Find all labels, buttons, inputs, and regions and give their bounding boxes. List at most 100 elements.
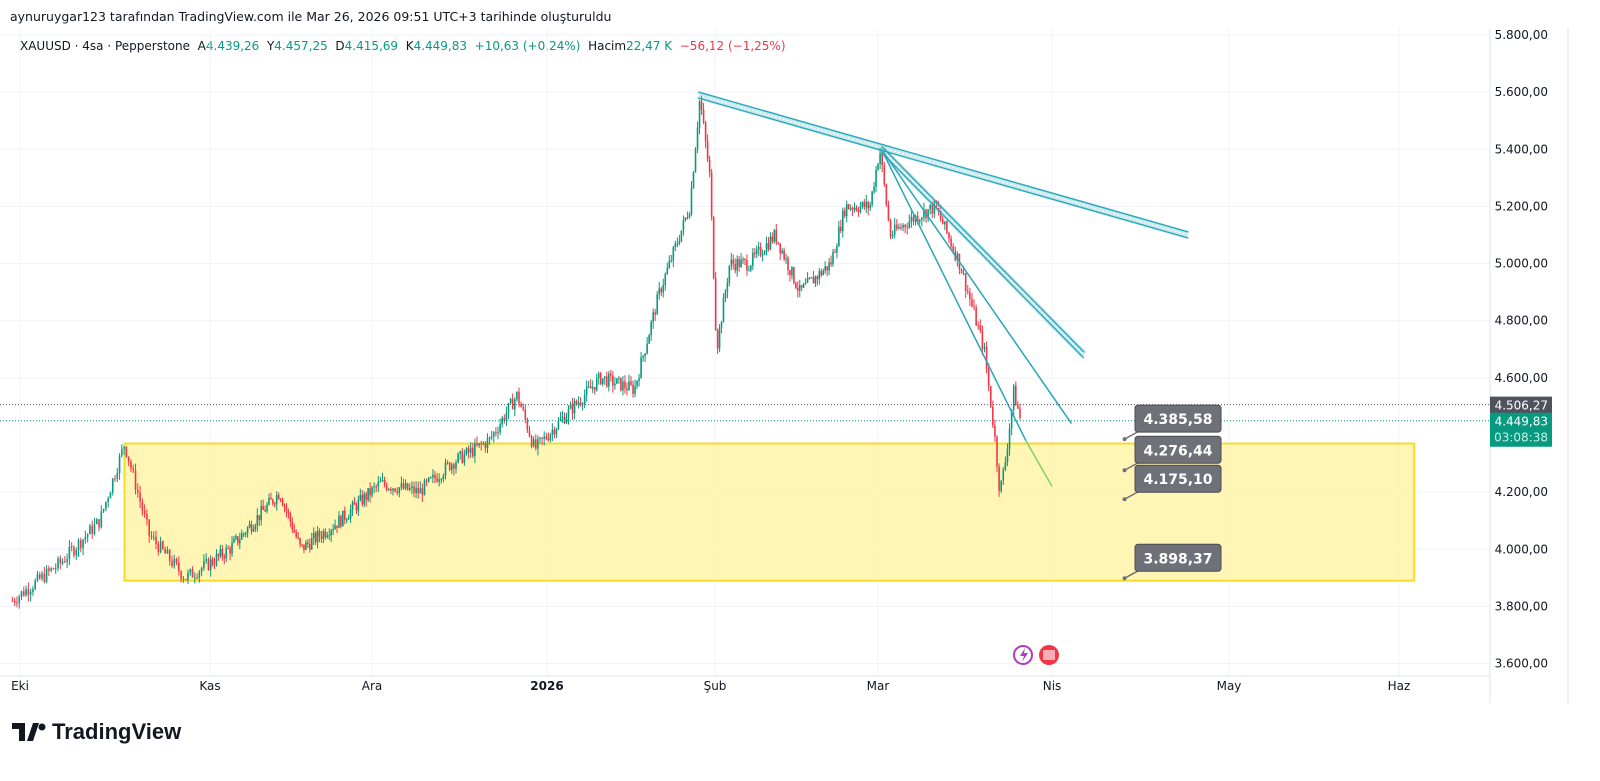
candle-body <box>264 509 266 512</box>
candle-body <box>873 186 875 192</box>
candle-body <box>343 510 346 520</box>
candle-body <box>490 436 493 438</box>
candle-body <box>989 386 992 407</box>
candle-body <box>828 262 830 271</box>
candle-body <box>357 499 360 511</box>
candle-body <box>1019 408 1021 418</box>
candle-body <box>310 538 313 550</box>
candle-body <box>851 208 854 210</box>
candle-body <box>975 307 977 326</box>
candle-body <box>885 184 888 205</box>
candle-body <box>383 479 386 485</box>
y-tick-label: 4.600,00 <box>1495 371 1548 385</box>
candle-body <box>242 533 245 535</box>
symbol-info[interactable]: XAUUSD · 4sa · Pepperstone <box>20 39 191 53</box>
y-tick-label: 5.600,00 <box>1495 85 1548 99</box>
candle-body <box>1004 462 1007 470</box>
candle-body <box>646 343 648 354</box>
candle-body <box>430 477 432 479</box>
trendline <box>880 148 1027 442</box>
candle-body <box>130 461 132 469</box>
candle-body <box>217 554 220 556</box>
candle-body <box>964 273 967 291</box>
candle-body <box>804 282 807 285</box>
candle-body <box>275 494 278 504</box>
candle-body <box>404 483 407 489</box>
candle-body <box>887 204 890 221</box>
candle-body <box>698 101 701 128</box>
candle-body <box>736 259 738 271</box>
candle-body <box>254 525 257 530</box>
candle-body <box>152 536 155 538</box>
candle-body <box>684 217 687 220</box>
candle-body <box>910 216 913 222</box>
candle-body <box>929 204 931 210</box>
y-tick-label: 4.000,00 <box>1495 542 1548 556</box>
candle-body <box>499 424 501 433</box>
candle-body <box>13 600 16 603</box>
volume-change: −56,12 (−1,25%) <box>679 39 786 53</box>
candle-body <box>1012 385 1015 410</box>
candle-body <box>985 346 988 369</box>
candle-body <box>394 488 396 492</box>
candle-body <box>262 506 264 510</box>
candle-body <box>363 493 366 505</box>
candle-body <box>528 430 531 437</box>
candle-body <box>812 277 815 284</box>
candle-body <box>213 564 216 566</box>
candle-body <box>361 494 364 505</box>
price-chart[interactable]: 4.506,27 4.449,83 03:08:38 5.800,00 5.600,00… <box>0 28 1600 703</box>
candle-body <box>402 483 405 489</box>
candle-body <box>326 535 329 538</box>
price-label-box <box>1134 404 1222 433</box>
candle-body <box>173 558 176 566</box>
candle-body <box>482 443 485 445</box>
candle-body <box>608 373 610 387</box>
candle-body <box>107 498 109 502</box>
candle-body <box>351 502 354 510</box>
candle-body <box>86 534 89 537</box>
candle-body <box>708 159 711 173</box>
candle-body <box>841 210 844 232</box>
candle-body <box>377 482 380 487</box>
candle-body <box>853 207 856 210</box>
candle-body <box>750 265 752 271</box>
candle-body <box>23 591 25 596</box>
y-tick-label: 5.800,00 <box>1495 28 1548 42</box>
candle-body <box>457 453 459 463</box>
x-tick-label: Ara <box>362 679 383 693</box>
candle-body <box>272 499 274 504</box>
price-label-anchor <box>1122 497 1127 502</box>
candle-body <box>150 535 153 537</box>
tradingview-logo[interactable]: TradingView <box>12 719 181 745</box>
candle-body <box>434 474 436 479</box>
candle-body <box>235 536 237 539</box>
candle-body <box>419 488 422 494</box>
candle-body <box>501 417 503 425</box>
candle-body <box>781 250 783 254</box>
high-value: 4.457,25 <box>274 39 328 53</box>
candle-body <box>599 373 602 384</box>
trendline <box>1025 440 1053 487</box>
candle-body <box>933 200 936 214</box>
candle-body <box>759 247 762 256</box>
candles <box>11 95 1021 609</box>
x-tick-label: Mar <box>867 679 890 693</box>
candle-body <box>838 226 840 247</box>
candle-body <box>48 568 50 571</box>
candle-body <box>771 236 774 242</box>
candle-body <box>258 515 261 521</box>
y-tick-label: 5.400,00 <box>1495 142 1548 156</box>
candle-body <box>549 434 552 441</box>
low-label: D <box>335 39 345 53</box>
candle-body <box>207 558 210 570</box>
candle-body <box>724 291 727 299</box>
candle-body <box>545 436 548 439</box>
candle-body <box>732 259 735 264</box>
candle-body <box>417 487 419 494</box>
candle-body <box>587 386 590 388</box>
candle-body <box>674 243 677 248</box>
candle-body <box>421 488 424 496</box>
candle-body <box>808 278 811 280</box>
candle-body <box>779 243 781 254</box>
